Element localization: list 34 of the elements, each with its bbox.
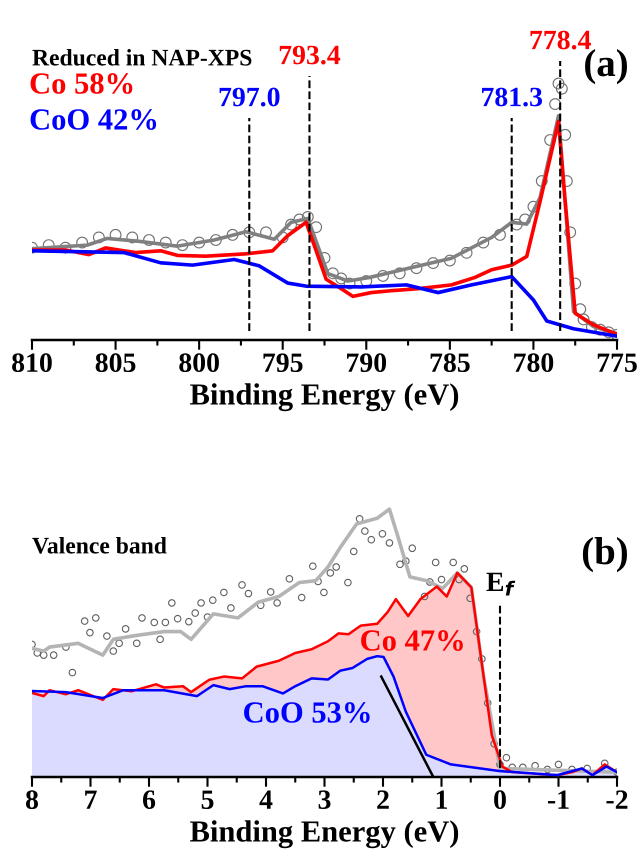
x-tick-label: 780 [514,353,554,372]
chart-title: Reduced in NAP-XPS [32,49,252,66]
x-tick-label: 0 [494,790,506,810]
x-axis-title: Binding Energy (eV) [190,820,458,848]
x-tick-label: 2 [377,790,389,809]
text: Co 58% [30,73,132,94]
x-tick-label: 4 [259,790,272,809]
ref-line-label: 793.4 [280,46,340,64]
series-label: CoO 53% [244,702,370,723]
x-tick-label: 8 [26,790,38,810]
annotation: (b) [582,537,627,572]
ref-line-label: 781.3 [482,88,542,106]
x-tick-label: 1 [436,790,448,809]
series-label: Co 47% [361,630,463,651]
x-tick-label: 810 [12,353,52,372]
text: Valence band [32,537,167,554]
x-tick-label: 7 [85,790,97,809]
x-tick-label: -1 [548,790,569,809]
ref-line-label: 797.0 [220,88,280,106]
x-tick-label: 775 [598,354,637,372]
annotation: (a) [585,49,627,84]
x-tick-label: 800 [179,353,219,372]
x-tick-label: 805 [96,353,136,372]
x-tick-label: 790 [347,353,386,372]
ref-line-label: 778.4 [530,30,591,50]
x-tick-label: 3 [318,790,330,810]
text: CoO 42% [30,109,156,130]
x-tick-label: 5 [202,790,214,810]
ref-line-label: E$_{f}$ [486,572,516,596]
x-tick-label: 6 [143,790,156,810]
x-tick-label: 785 [430,353,470,372]
x-tick-label: 795 [263,353,303,372]
x-tick-label: -2 [606,790,628,809]
x-axis-title: Binding Energy (eV) [190,383,458,412]
